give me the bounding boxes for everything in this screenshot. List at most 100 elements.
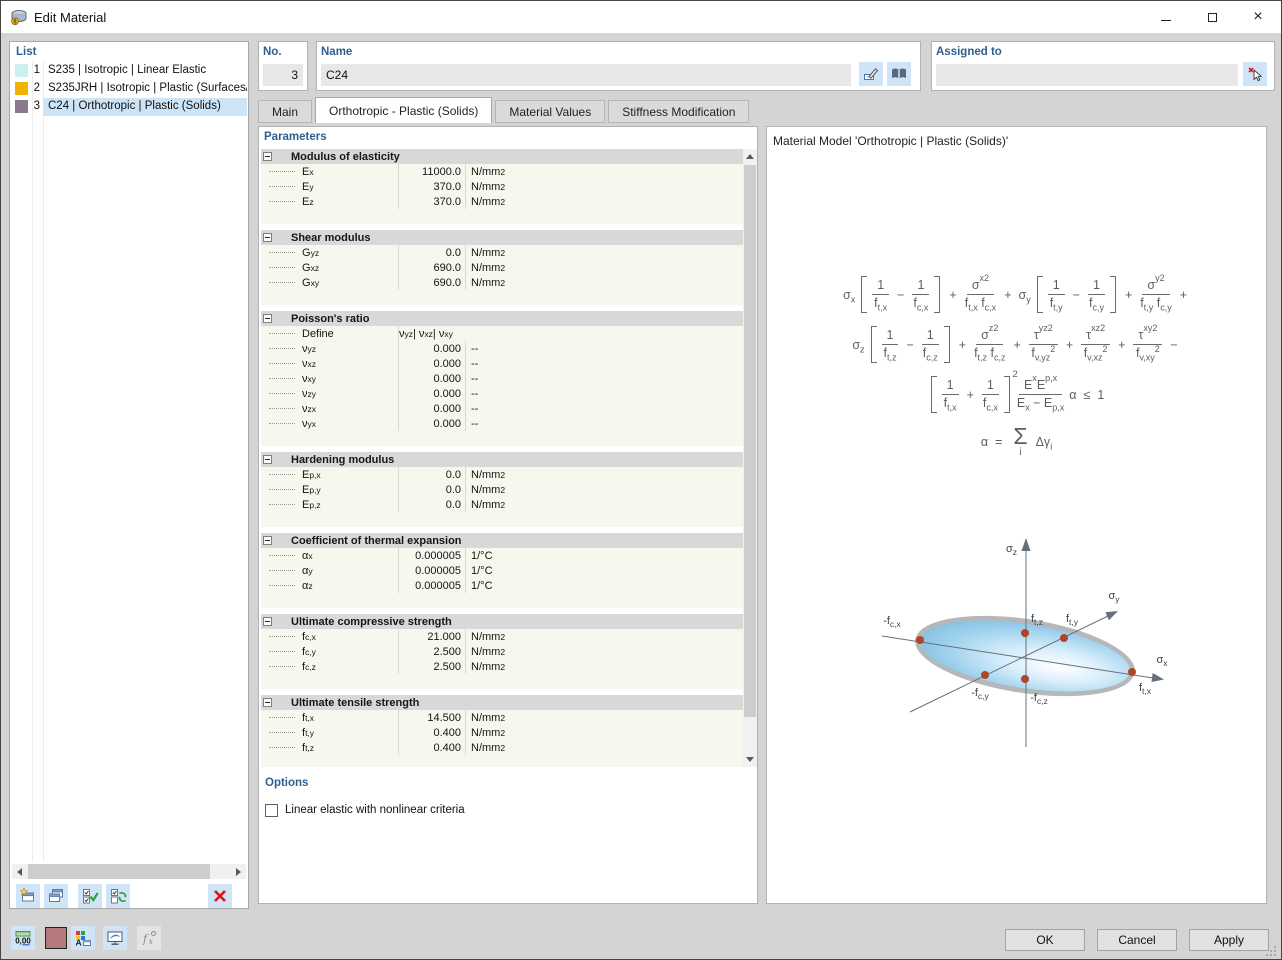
material-model-title: Material Model 'Orthotropic | Plastic (S… xyxy=(773,134,1009,148)
assign-select-button[interactable] xyxy=(1243,62,1267,86)
param-row[interactable]: ν yz 0.000 -- xyxy=(261,341,743,356)
titlebar[interactable]: 6 Edit Material × xyxy=(1,1,1281,33)
list-item[interactable]: 3 C24 | Orthotropic | Plastic (Solids) xyxy=(10,98,247,116)
maximize-button[interactable] xyxy=(1189,1,1235,33)
param-value: 0.000 xyxy=(398,356,466,371)
collapse-icon[interactable] xyxy=(263,617,272,626)
scroll-left-button[interactable] xyxy=(12,864,27,879)
check-materials-button[interactable] xyxy=(78,884,102,908)
formula-operator: + xyxy=(949,287,957,302)
param-row[interactable]: ν xy 0.000 -- xyxy=(261,371,743,386)
rendering-preview-button[interactable] xyxy=(103,926,127,950)
list-item[interactable]: 1 S235 | Isotropic | Linear Elastic xyxy=(10,62,247,80)
param-section-header[interactable]: Ultimate tensile strength xyxy=(261,695,743,710)
collapse-icon[interactable] xyxy=(263,152,272,161)
delete-material-button[interactable] xyxy=(208,884,232,908)
formula-line: σx 1 ft,x −1 fc,x + σ x 2 ft,x fc,x + σy 1 ft,y −1 fc,y… xyxy=(841,273,1192,314)
param-row[interactable]: f t,y 0.400 N/mm 2 xyxy=(261,725,743,740)
param-value: 690.0 xyxy=(398,275,466,290)
param-row[interactable]: f t,x 14.500 N/mm 2 xyxy=(261,710,743,725)
param-row[interactable]: Define ν yz | ν xz | ν xy xyxy=(261,326,743,341)
param-section-header[interactable]: Coefficient of thermal expansion xyxy=(261,533,743,548)
formula-button[interactable]: f x xyxy=(137,926,161,950)
tree-dash xyxy=(269,378,295,379)
sync-materials-button[interactable] xyxy=(106,884,130,908)
list-horizontal-scrollbar[interactable] xyxy=(12,864,246,879)
parameters-vertical-scrollbar[interactable] xyxy=(743,149,757,767)
minimize-button[interactable] xyxy=(1143,1,1189,33)
scroll-right-button[interactable] xyxy=(231,864,246,879)
material-color-swatch-button[interactable] xyxy=(45,927,67,949)
options-label: Options xyxy=(265,777,309,789)
param-section-header[interactable]: Ultimate compressive strength xyxy=(261,614,743,629)
param-row[interactable]: f c,y 2.500 N/mm 2 xyxy=(261,644,743,659)
ok-button[interactable]: OK xyxy=(1005,929,1085,951)
collapse-icon[interactable] xyxy=(263,455,272,464)
units-settings-button[interactable]: 0,00 xyxy=(11,926,35,950)
param-row[interactable]: α z 0.000005 1/°C xyxy=(261,578,743,593)
formula-fraction: σ x 2 ft,x fc,x xyxy=(964,273,997,313)
param-section-header[interactable]: Modulus of elasticity xyxy=(261,149,743,164)
tree-dash xyxy=(269,717,295,718)
collapse-icon[interactable] xyxy=(263,698,272,707)
param-unit: -- xyxy=(471,357,479,370)
param-row[interactable]: ν xz 0.000 -- xyxy=(261,356,743,371)
collapse-icon[interactable] xyxy=(263,314,272,323)
param-row[interactable]: α y 0.000005 1/°C xyxy=(261,563,743,578)
collapse-icon[interactable] xyxy=(263,536,272,545)
fcx-label: -fc,x xyxy=(883,615,901,629)
close-button[interactable]: × xyxy=(1235,1,1281,33)
param-row[interactable]: f c,z 2.500 N/mm 2 xyxy=(261,659,743,674)
tab-material-values[interactable]: Material Values xyxy=(495,100,606,123)
display-colors-button[interactable]: A xyxy=(71,926,95,950)
material-library-button[interactable] xyxy=(887,62,911,86)
arrow-left-icon xyxy=(17,867,22,876)
parameters-label: Parameters xyxy=(264,131,327,143)
param-label: f c,x xyxy=(302,630,316,643)
formula-fraction: τ xy 2 fv,xy2 xyxy=(1133,324,1163,362)
tab-main[interactable]: Main xyxy=(258,100,313,123)
cancel-button[interactable]: Cancel xyxy=(1097,929,1177,951)
param-row[interactable]: α x 0.000005 1/°C xyxy=(261,548,743,563)
copy-material-button[interactable] xyxy=(44,884,68,908)
vertical-scrollbar-thumb[interactable] xyxy=(744,165,756,717)
param-row[interactable]: f c,x 21.000 N/mm 2 xyxy=(261,629,743,644)
formula-operator: + xyxy=(1065,337,1074,352)
name-input[interactable] xyxy=(321,64,851,86)
param-row[interactable]: ν zx 0.000 -- xyxy=(261,401,743,416)
list-item-label: C24 | Orthotropic | Plastic (Solids) xyxy=(48,100,221,112)
scroll-up-button[interactable] xyxy=(743,149,757,164)
param-row[interactable]: f t,z 0.400 N/mm 2 xyxy=(261,740,743,755)
param-row[interactable]: ν yx 0.000 -- xyxy=(261,416,743,431)
horizontal-scrollbar-thumb[interactable] xyxy=(28,864,210,879)
tab-orthotropic-plastic-solids[interactable]: Orthotropic - Plastic (Solids) xyxy=(315,97,493,123)
param-section-header[interactable]: Hardening modulus xyxy=(261,452,743,467)
assigned-input[interactable] xyxy=(936,64,1238,86)
resize-grip[interactable] xyxy=(1265,945,1277,957)
param-section-header[interactable]: Shear modulus xyxy=(261,230,743,245)
formula-operator: + xyxy=(966,387,974,402)
collapse-icon[interactable] xyxy=(263,233,272,242)
formula-fraction: τ yz 2 fv,yz2 xyxy=(1028,324,1058,362)
tab-stiffness-modification[interactable]: Stiffness Modification xyxy=(608,100,750,123)
param-row[interactable]: ν zy 0.000 -- xyxy=(261,386,743,401)
scroll-down-button[interactable] xyxy=(743,752,757,767)
list-item[interactable]: 2 S235JRH | Isotropic | Plastic (Surfaces… xyxy=(10,80,247,98)
new-material-button[interactable] xyxy=(16,884,40,908)
arrow-up-icon xyxy=(746,154,754,159)
apply-button[interactable]: Apply xyxy=(1189,929,1269,951)
nonlinear-criteria-checkbox[interactable] xyxy=(265,804,278,817)
param-section-header[interactable]: Poisson's ratio xyxy=(261,311,743,326)
rename-button[interactable] xyxy=(859,62,883,86)
axis-arrowheads xyxy=(1021,538,1164,682)
